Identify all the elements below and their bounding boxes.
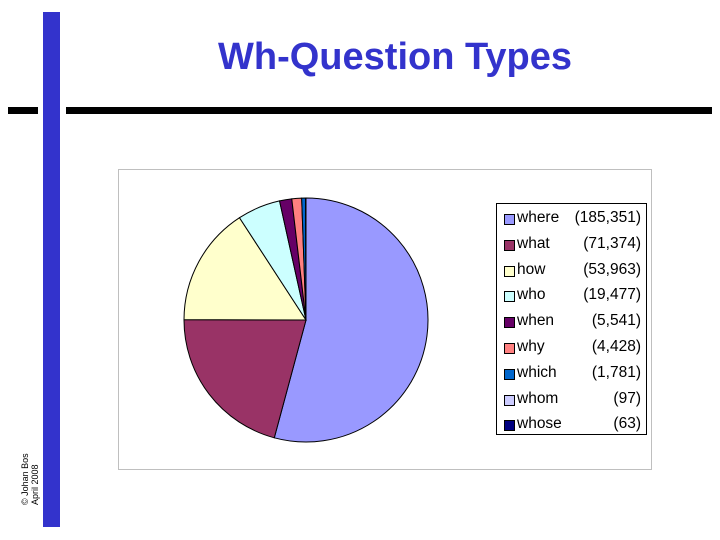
legend-count: (185,351)	[574, 209, 641, 226]
pie-slice-what	[183, 319, 307, 439]
legend-count: (19,477)	[583, 286, 641, 304]
legend-swatch	[504, 420, 515, 432]
legend-swatch	[504, 291, 515, 303]
legend-swatch	[504, 394, 515, 406]
legend-count: (4,428)	[591, 337, 641, 355]
pie-slice-where	[273, 197, 429, 443]
title-rule-right	[66, 107, 712, 114]
slide-title: Wh-Question Types	[218, 36, 572, 78]
legend-item-whom: whom (97)	[497, 388, 646, 414]
legend-item-where: where (185,351)	[497, 207, 646, 233]
legend-count: (63)	[613, 415, 641, 433]
legend-count: (71,374)	[583, 234, 641, 252]
legend-count: (53,963)	[583, 260, 641, 278]
title-rule-left	[8, 107, 38, 114]
legend-swatch	[504, 368, 515, 380]
legend-item-who: who (19,477)	[497, 284, 646, 310]
legend-label: why	[517, 337, 545, 355]
legend-label: where	[517, 209, 560, 226]
legend-swatch	[504, 317, 515, 329]
legend-swatch	[504, 342, 515, 354]
legend-count: (1,781)	[591, 363, 641, 381]
legend-label: what	[517, 234, 550, 252]
legend-item-what: what (71,374)	[497, 233, 646, 259]
legend-item-how: how (53,963)	[497, 259, 646, 285]
legend-swatch	[504, 214, 515, 225]
legend-label: when	[517, 312, 555, 330]
legend-swatch	[504, 265, 515, 277]
legend-count: (5,541)	[591, 312, 641, 330]
legend-label: how	[517, 260, 546, 278]
legend-item-whose: whose (63)	[497, 413, 646, 439]
legend-item-which: which (1,781)	[497, 362, 646, 388]
legend-swatch	[504, 239, 515, 251]
legend-label: whom	[517, 389, 559, 407]
legend-label: who	[517, 286, 546, 304]
legend-item-when: when (5,541)	[497, 310, 646, 336]
chart-legend: where (185,351) what (71,374) how (53,963) who…	[496, 203, 647, 435]
legend-item-why: why (4,428)	[497, 336, 646, 362]
pie-slice-how	[183, 217, 307, 321]
legend-count: (97)	[613, 389, 641, 407]
legend-label: which	[517, 363, 557, 381]
legend-label: whose	[517, 415, 562, 433]
left-accent-bar	[43, 12, 60, 527]
